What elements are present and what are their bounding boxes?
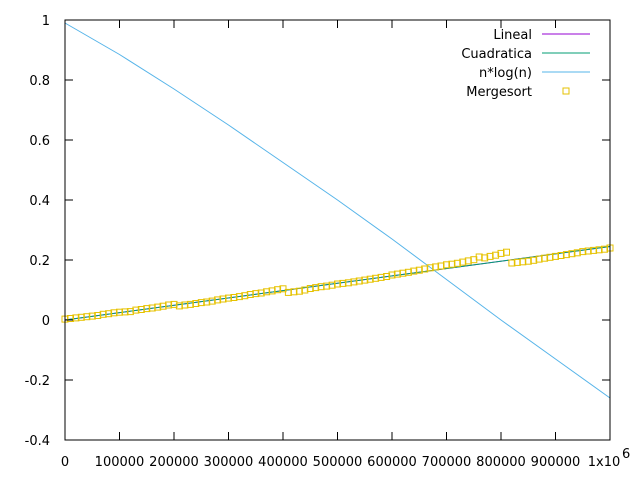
y-tick-label: 0: [42, 314, 50, 329]
mergesort-point: [524, 257, 532, 265]
mergesort-point: [541, 254, 549, 262]
series-line-cuadratica: [64, 246, 611, 321]
mergesort-point: [366, 275, 374, 283]
x-axis: 0 100000 200000 300000 400000 500000 600000 700…: [61, 20, 630, 470]
y-tick-label: -0.4: [25, 434, 50, 449]
mergesort-point: [404, 268, 412, 276]
mergesort-point: [415, 266, 423, 274]
mergesort-point: [121, 308, 129, 316]
mergesort-point: [154, 303, 162, 311]
mergesort-point: [132, 306, 140, 314]
mergesort-point: [328, 281, 336, 289]
y-tick-label: 0.2: [29, 254, 50, 269]
x-tick-label: 900000: [531, 455, 581, 470]
mergesort-point: [208, 297, 216, 305]
mergesort-point: [530, 256, 538, 264]
mergesort-point: [170, 300, 178, 308]
x-tick-label: 500000: [313, 455, 363, 470]
mergesort-point: [257, 289, 265, 297]
mergesort-point: [388, 271, 396, 279]
mergesort-point: [197, 299, 205, 307]
mergesort-point: [295, 287, 303, 295]
mergesort-point: [165, 301, 173, 309]
x-tick-label: 400000: [258, 455, 308, 470]
mergesort-point: [350, 278, 358, 286]
mergesort-point: [432, 263, 440, 271]
mergesort-point: [584, 247, 592, 255]
plot-points: [61, 244, 614, 323]
mergesort-point: [508, 259, 516, 267]
mergesort-point: [72, 314, 80, 322]
legend-label: Lineal: [493, 28, 532, 43]
mergesort-point: [492, 251, 500, 259]
mergesort-point: [186, 300, 194, 308]
y-tick-label: 1: [42, 14, 50, 29]
x-tick-label: 700000: [422, 455, 472, 470]
mergesort-point: [383, 273, 391, 280]
mergesort-point: [235, 293, 243, 301]
mergesort-point: [503, 248, 510, 256]
mergesort-point: [214, 296, 222, 304]
legend: Lineal Cuadratica n*log(n) Mergesort: [461, 28, 590, 100]
y-tick-label: 0.6: [29, 134, 50, 149]
x-tick-label: 300000: [204, 455, 254, 470]
mergesort-point: [143, 305, 151, 313]
mergesort-point: [88, 312, 96, 320]
mergesort-point: [361, 276, 369, 284]
x-tick-label: 200000: [149, 455, 199, 470]
mergesort-point: [443, 261, 450, 269]
mergesort-point: [99, 310, 107, 318]
mergesort-point: [105, 310, 113, 318]
y-axis: -0.4 -0.2 0 0.2 0.4 0.6 0.8 1: [25, 14, 610, 449]
mergesort-point: [225, 294, 232, 302]
mergesort-point: [568, 250, 576, 258]
mergesort-point: [274, 286, 282, 294]
mergesort-point: [312, 284, 320, 292]
legend-label: Mergesort: [466, 85, 532, 100]
x-tick-label: 1x10: [588, 455, 621, 470]
mergesort-point: [481, 254, 489, 262]
mergesort-point: [595, 246, 603, 254]
mergesort-point: [579, 248, 587, 256]
mergesort-point: [252, 290, 260, 298]
x-tick-label: 0: [61, 455, 69, 470]
y-tick-label: -0.2: [25, 374, 50, 389]
mergesort-point: [67, 315, 74, 322]
y-tick-label: 0.4: [29, 194, 50, 209]
plot-lines: [64, 22, 611, 399]
mergesort-point: [306, 285, 314, 292]
x-tick-label: 100000: [95, 455, 145, 470]
legend-swatch-square: [562, 87, 570, 95]
mergesort-point: [453, 259, 461, 267]
x-tick-label: 800000: [476, 455, 526, 470]
mergesort-point: [426, 264, 434, 272]
mergesort-point: [334, 280, 341, 288]
series-line-n-log-n-: [64, 22, 611, 399]
mergesort-point: [557, 252, 565, 259]
legend-label: n*log(n): [479, 66, 532, 81]
y-tick-label: 0.8: [29, 74, 50, 89]
x-exponent-label: 6: [622, 447, 630, 462]
mergesort-point: [279, 285, 287, 293]
legend-label: Cuadratica: [461, 47, 532, 62]
x-tick-label: 600000: [367, 455, 417, 470]
